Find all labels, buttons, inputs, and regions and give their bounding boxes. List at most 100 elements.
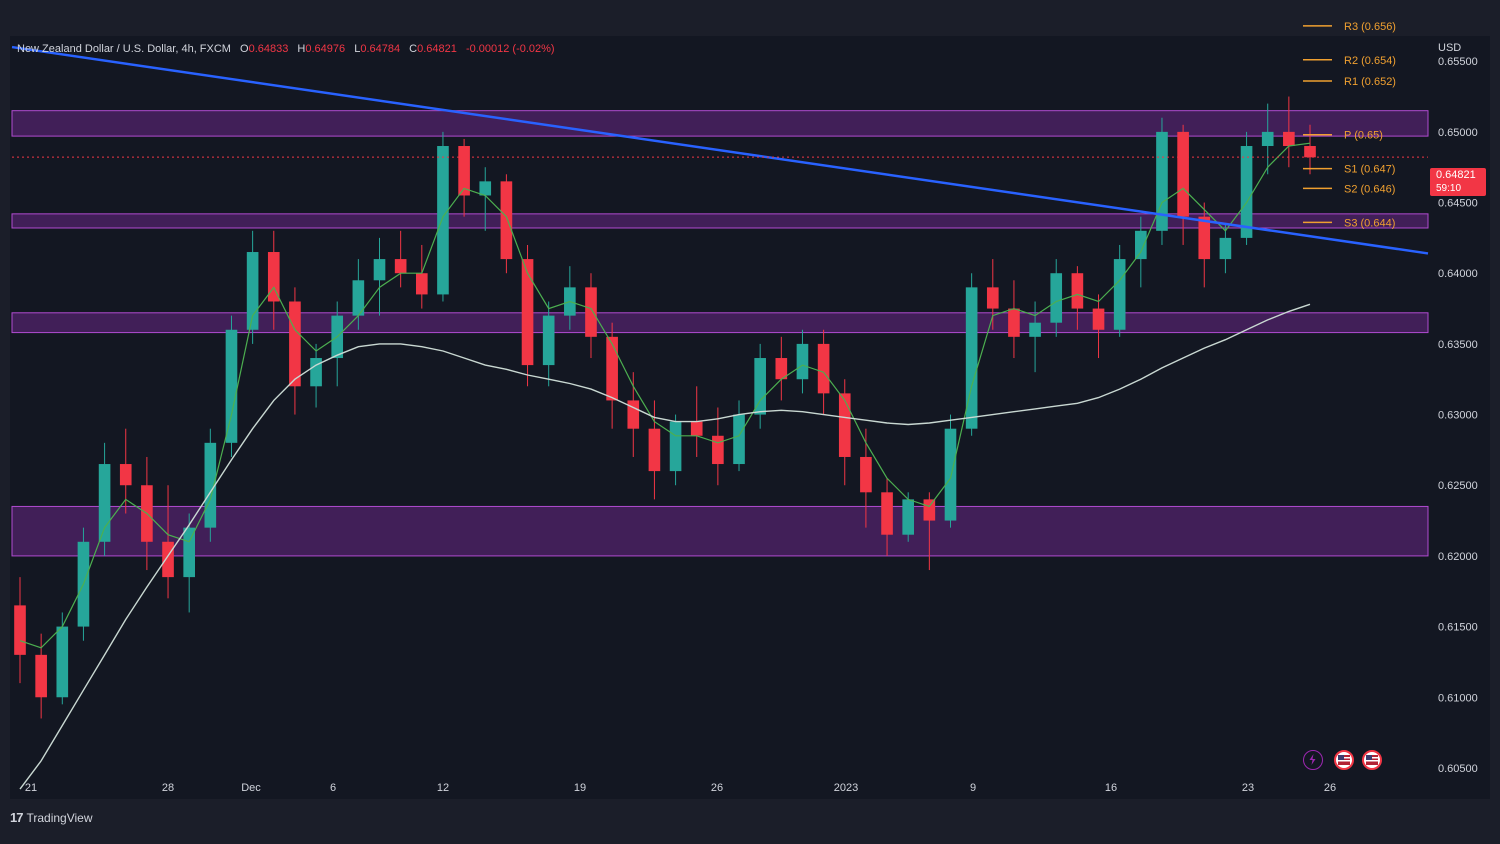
flag-glyph [1366, 755, 1378, 765]
candle-body [162, 541, 174, 578]
open-key: O [240, 43, 249, 55]
ma-slow-line [19, 303, 1311, 790]
tradingview-logo[interactable]: 17 TradingView [10, 810, 93, 825]
symbol-name[interactable]: New Zealand Dollar / U.S. Dollar, 4h, FX… [17, 43, 231, 55]
x-tick-label: 19 [574, 782, 586, 794]
candle-body [183, 527, 195, 578]
flag-glyph [1338, 755, 1350, 765]
candle-body [542, 315, 555, 366]
candle-body [1283, 131, 1295, 147]
candle [500, 174, 513, 274]
candle [944, 414, 957, 528]
candle [796, 329, 809, 394]
candle [860, 428, 872, 528]
candle [1050, 259, 1063, 337]
candle [627, 372, 640, 457]
candle [1198, 202, 1211, 288]
candle [183, 513, 195, 613]
pivot-label: R3 (0.656) [1344, 21, 1396, 33]
close-value: 0.64821 [417, 43, 457, 55]
candle-body [1071, 273, 1084, 309]
candle [1071, 266, 1084, 330]
pivot-label: S1 (0.647) [1344, 164, 1395, 176]
candle-body [415, 273, 428, 295]
candle [162, 485, 174, 599]
y-tick-label: 0.61500 [1438, 622, 1478, 634]
zone-box [11, 213, 1429, 229]
candle [1219, 223, 1232, 274]
candle-body [225, 329, 238, 443]
candle-body [437, 146, 449, 295]
lightning-glyph [1309, 754, 1316, 765]
candle [479, 167, 492, 231]
low-value: 0.64784 [360, 43, 401, 55]
y-tick-label: 0.62000 [1438, 551, 1478, 563]
y-tick-label: 0.61000 [1438, 692, 1478, 704]
candle [310, 343, 322, 408]
candle-body [1113, 259, 1126, 330]
x-tick-label: 26 [711, 782, 723, 794]
candle-body [373, 259, 386, 281]
candle-body [838, 393, 851, 457]
lightning-icon[interactable] [1303, 750, 1323, 770]
x-tick-label: 28 [162, 782, 174, 794]
candle-body [1008, 308, 1020, 337]
x-tick-label: 9 [970, 782, 976, 794]
y-tick-label: 0.65500 [1438, 56, 1478, 68]
candle-body [394, 259, 407, 274]
bar-countdown: 59:10 [1436, 183, 1462, 194]
candle [965, 273, 978, 436]
candle [712, 407, 724, 486]
candle-body [986, 287, 999, 309]
pivot-label: S3 (0.644) [1344, 217, 1395, 229]
x-tick-label: 12 [437, 782, 449, 794]
candle [521, 244, 534, 387]
y-tick-label: 0.64000 [1438, 268, 1478, 280]
candle-body [310, 358, 322, 387]
candle [542, 301, 555, 387]
candle [1261, 103, 1274, 175]
candle-body [754, 358, 766, 415]
candle [352, 259, 365, 330]
candle-body [669, 421, 682, 472]
y-tick-label: 0.63000 [1438, 410, 1478, 422]
zone-box [11, 312, 1429, 334]
candle [923, 492, 936, 571]
candle-body [1029, 322, 1041, 337]
candle-body [1198, 216, 1211, 260]
tradingview-mark: 17 [10, 810, 24, 825]
us-flag-event-icon[interactable] [1362, 750, 1382, 770]
candle [881, 478, 893, 556]
candle [267, 230, 280, 330]
candle [1029, 301, 1041, 373]
x-tick-label: 26 [1324, 782, 1336, 794]
last-price-tag: 0.64821 59:10 [1430, 168, 1486, 196]
candle-body [204, 442, 217, 528]
candle-body [733, 414, 745, 465]
candle [775, 336, 788, 401]
candle [585, 273, 597, 359]
y-tick-label: 0.60500 [1438, 763, 1478, 775]
y-tick-label: 0.65000 [1438, 127, 1478, 139]
candle-body [796, 343, 809, 380]
candle-body [35, 654, 47, 698]
candle [669, 414, 682, 486]
candle [902, 492, 915, 542]
candle-body [1177, 131, 1189, 217]
trendline [11, 45, 1429, 255]
candle-body [1135, 230, 1147, 260]
candle-body [352, 280, 365, 316]
candle-body [690, 421, 703, 436]
candle-body [119, 464, 132, 486]
candle [754, 343, 766, 429]
x-tick-label: 21 [25, 782, 37, 794]
currency-label[interactable]: USD [1438, 42, 1462, 54]
candle-body [1240, 146, 1253, 238]
us-flag-event-icon[interactable] [1334, 750, 1354, 770]
candle-body [98, 464, 111, 542]
candle-body [712, 435, 724, 465]
close-key: C [409, 43, 418, 55]
candle-body [585, 287, 597, 337]
candle [458, 138, 470, 217]
